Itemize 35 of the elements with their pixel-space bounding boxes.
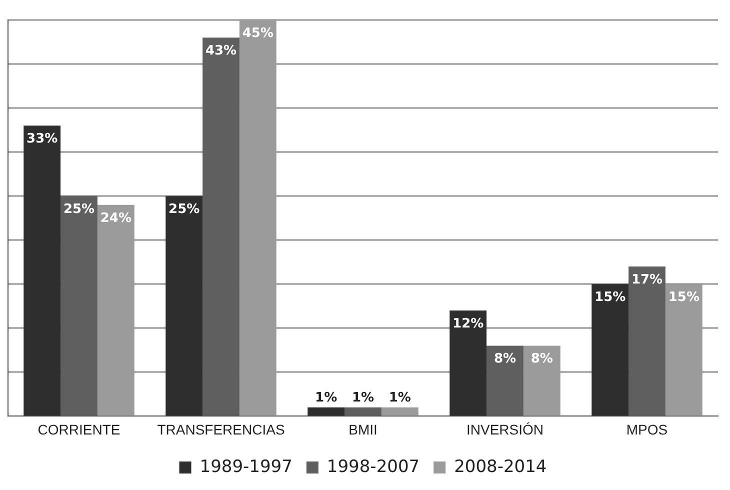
legend-label: 1989-1997: [200, 456, 292, 477]
bar: [308, 407, 345, 416]
bar: [166, 196, 203, 416]
bar: [97, 204, 134, 416]
data-label: 1%: [352, 390, 374, 406]
bar: [381, 407, 418, 416]
data-label: 8%: [530, 352, 553, 367]
data-label: 25%: [168, 202, 200, 217]
x-tick-label: TRANSFERENCIAS: [157, 421, 285, 438]
bar: [486, 346, 524, 416]
data-label: 33%: [26, 132, 58, 147]
legend-label: 2008-2014: [454, 456, 547, 477]
data-label: 12%: [452, 316, 484, 332]
data-label: 25%: [63, 202, 95, 217]
data-label: 24%: [100, 210, 132, 226]
bar: [24, 126, 61, 416]
data-label: 45%: [242, 26, 274, 41]
x-tick-label: INVERSIÓN: [466, 421, 544, 438]
data-label: 8%: [494, 352, 516, 367]
data-label: 17%: [631, 272, 663, 288]
bar: [239, 20, 276, 416]
data-label: 15%: [594, 290, 626, 306]
x-tick-label: BMII: [348, 421, 378, 438]
data-label: 43%: [205, 43, 237, 58]
bar: [523, 346, 560, 416]
bar: [344, 407, 382, 416]
data-label: 1%: [388, 390, 411, 406]
bar: [450, 310, 487, 416]
x-tick-label: CORRIENTE: [38, 421, 120, 438]
legend-label: 1998-2007: [326, 456, 420, 477]
bar: [665, 284, 702, 416]
data-label: 1%: [315, 390, 338, 406]
x-tick-label: MPOS: [626, 421, 668, 438]
data-label: 15%: [668, 290, 700, 306]
bar: [592, 284, 629, 416]
